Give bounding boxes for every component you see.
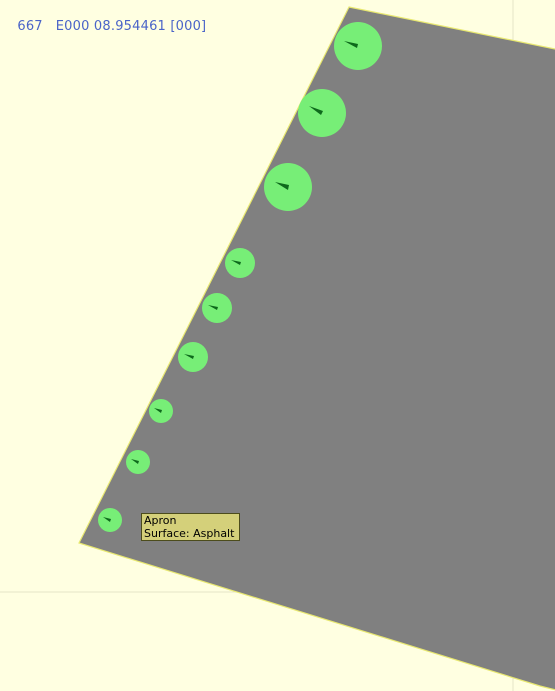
tooltip-feature-name: Apron bbox=[144, 514, 177, 527]
stand-heading-marker bbox=[344, 41, 358, 48]
stand-heading-marker bbox=[231, 260, 241, 265]
coordinate-readout: 667 E000 08.954461 [000] bbox=[0, 4, 206, 49]
parking-stand[interactable] bbox=[202, 293, 232, 323]
parking-stand[interactable] bbox=[334, 22, 382, 70]
heading-readout: [000] bbox=[170, 19, 207, 34]
stand-heading-marker bbox=[103, 517, 111, 522]
parking-stand[interactable] bbox=[149, 399, 173, 423]
parking-stand[interactable] bbox=[126, 450, 150, 474]
parking-stand[interactable] bbox=[298, 89, 346, 137]
parking-stand[interactable] bbox=[98, 508, 122, 532]
stand-heading-marker bbox=[131, 459, 139, 464]
longitude-readout: E000 08.954461 bbox=[55, 19, 167, 34]
parking-stand[interactable] bbox=[225, 248, 255, 278]
stand-heading-marker bbox=[184, 354, 194, 359]
tooltip-surface: Surface: Asphalt bbox=[144, 527, 235, 540]
stand-heading-marker bbox=[275, 182, 289, 190]
feature-tooltip: Apron Surface: Asphalt bbox=[141, 513, 240, 541]
parking-stand-1[interactable] bbox=[334, 22, 382, 70]
parking-stand[interactable] bbox=[264, 163, 312, 211]
stand-heading-marker bbox=[154, 408, 162, 413]
parking-stand[interactable] bbox=[178, 342, 208, 372]
latitude-readout: 667 bbox=[17, 19, 43, 34]
stand-heading-marker bbox=[309, 106, 323, 115]
stand-heading-marker bbox=[208, 305, 218, 310]
